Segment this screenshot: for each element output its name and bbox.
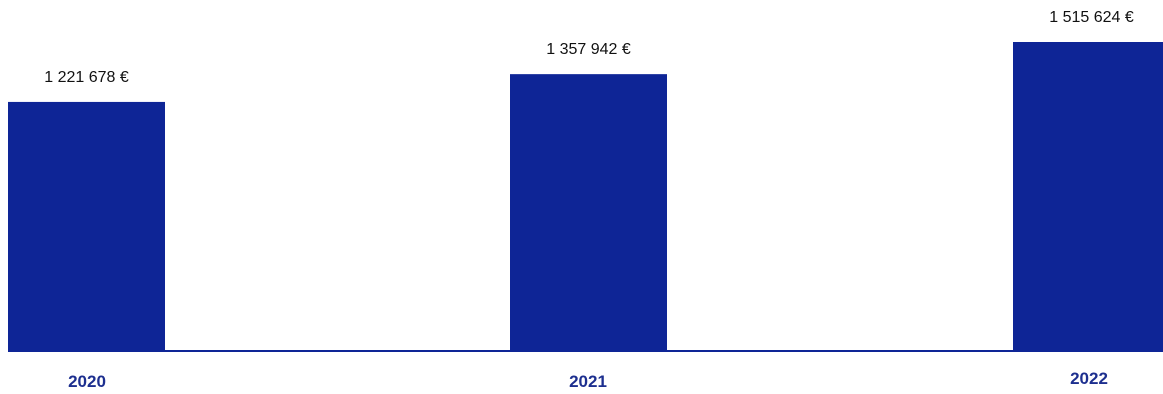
- data-label-2021: 1 357 942 €: [546, 41, 631, 58]
- x-tick-label-2022: 2022: [1070, 369, 1108, 388]
- data-label-2022: 1 515 624 €: [1049, 9, 1134, 26]
- x-tick-label-2021: 2021: [569, 372, 607, 391]
- bar-2021: [510, 74, 667, 351]
- x-tick-label-2020: 2020: [68, 372, 106, 391]
- data-label-2020: 1 221 678 €: [44, 69, 129, 86]
- bars-layer: [8, 42, 1163, 352]
- bar-2020: [8, 101, 165, 352]
- bar-2022: [1013, 42, 1163, 351]
- labels-layer: 1 221 678 € 2020 1 357 942 € 2021 1 515 624 …: [44, 9, 1134, 391]
